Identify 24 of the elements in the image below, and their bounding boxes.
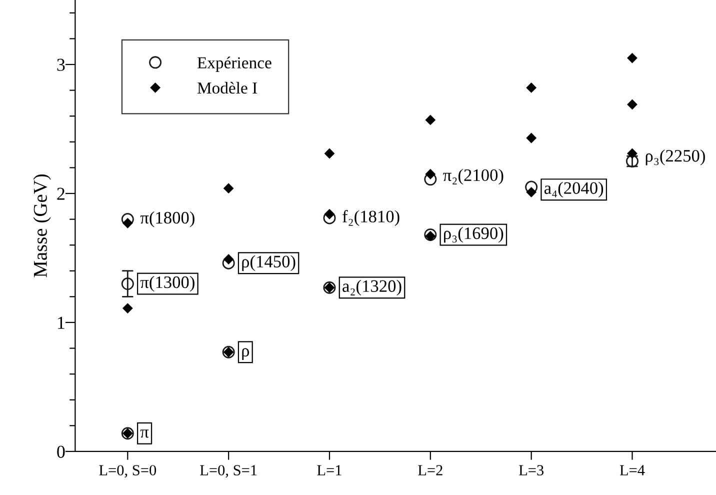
y-axis-title: Masse (GeV): [33, 174, 51, 278]
annotation: ρ: [242, 348, 250, 360]
x-tick-label: L=0, S=1: [200, 465, 257, 478]
y-tick-label: 1: [58, 316, 64, 329]
x-tick-label: L=1: [317, 465, 342, 476]
annotation: a₂(1320): [342, 280, 402, 296]
annotation: f₂(1810): [342, 210, 400, 226]
annotation: ρ(1450): [242, 255, 296, 271]
annotation: π(1300): [140, 276, 194, 292]
annotation: ρ₃(2250): [646, 149, 705, 166]
legend-label: Modèle I: [197, 82, 258, 94]
annotation: ρ₃(1690): [444, 226, 504, 243]
y-tick-label: 2: [57, 188, 64, 200]
x-tick-label: L=4: [620, 465, 645, 476]
x-tick-label: L=0, S=0: [99, 465, 156, 478]
y-tick-label: 3: [57, 58, 65, 71]
annotation: a₄(2040): [544, 182, 604, 198]
x-tick-label: L=2: [418, 465, 442, 476]
x-tick-label: L=3: [518, 465, 544, 476]
annotation: π(1800): [140, 211, 194, 228]
legend-label: Expérience: [197, 56, 272, 72]
annotation: π₂(2100): [443, 168, 504, 185]
annotation: π: [140, 430, 149, 438]
y-tick-label: 0: [57, 446, 65, 458]
